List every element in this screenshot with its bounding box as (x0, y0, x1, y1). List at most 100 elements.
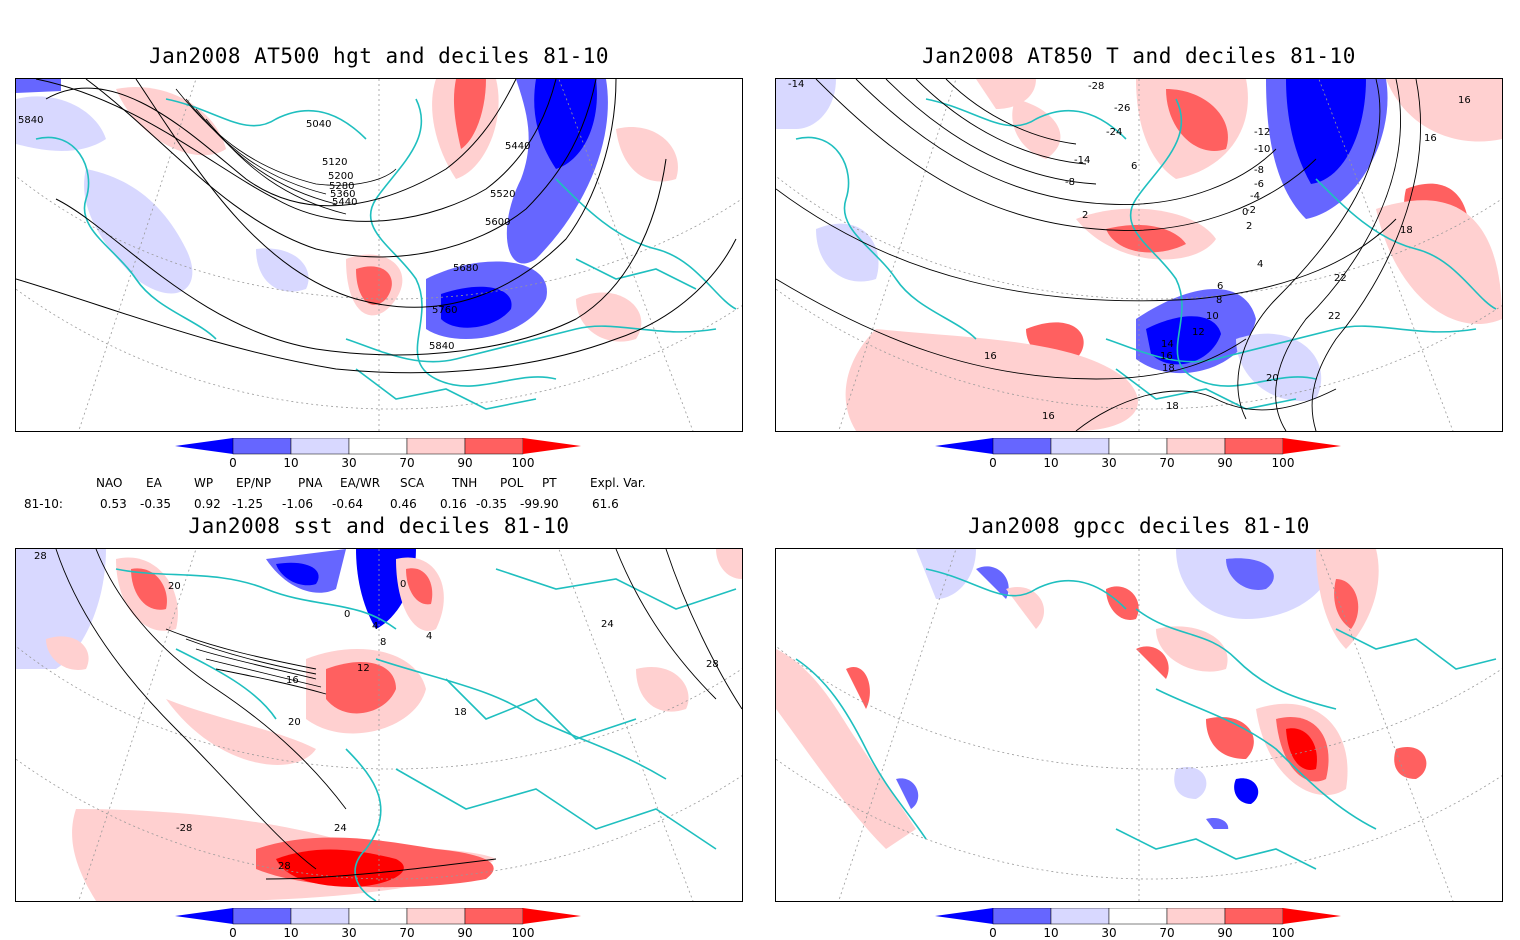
contour-label: 5840 (18, 115, 43, 126)
index-header: EA (146, 476, 162, 490)
index-header: POL (500, 476, 524, 490)
index-value: 0.16 (440, 497, 467, 511)
contour-label: -8 (1065, 177, 1075, 188)
contour-label: 22 (1334, 273, 1347, 284)
colorbar-tick: 100 (1271, 456, 1295, 470)
contour-label: 6 (1131, 161, 1137, 172)
colorbar-tick: 70 (399, 926, 415, 940)
index-header: NAO (96, 476, 123, 490)
index-header: WP (194, 476, 214, 490)
contour-label: 18 (454, 707, 467, 718)
contour-label: 12 (357, 663, 370, 674)
index-value: -0.35 (140, 497, 172, 511)
colorbar-panel-2: 0 10 30 70 90 100 (935, 437, 1355, 470)
colorbar-tick: 90 (457, 926, 473, 940)
colorbar-tick: 70 (1159, 926, 1175, 940)
colorbar-4-scale (935, 907, 1341, 925)
colorbar-tick: 10 (283, 926, 299, 940)
colorbar-tick: 0 (229, 456, 237, 470)
index-value: 61.6 (592, 497, 619, 511)
contour-label: 10 (1206, 311, 1219, 322)
contour-label: 16 (1160, 351, 1173, 362)
contour-label: 14 (1161, 339, 1174, 350)
colorbar-tick: 0 (989, 456, 997, 470)
contour-label: 28 (34, 551, 47, 562)
index-header: PT (542, 476, 557, 490)
contour-label: 18 (1162, 363, 1175, 374)
index-value: -0.35 (476, 497, 508, 511)
colorbar-tick: 100 (511, 456, 535, 470)
contour-label: -14 (788, 79, 804, 90)
index-header: EA/WR (340, 476, 381, 490)
map-at850-graphic: -14 -28 -26 -24 -14 -8 6 -12 -10 -8 -6 -… (776, 79, 1502, 431)
index-row-label: 81-10: (24, 497, 63, 511)
colorbar-panel-4: 0 10 30 70 90 100 (935, 907, 1355, 940)
contour-label: 5440 (332, 197, 357, 208)
index-header: PNA (298, 476, 323, 490)
map-gpcc (775, 548, 1503, 902)
contour-label: 5680 (453, 263, 478, 274)
contour-label: -24 (1106, 127, 1122, 138)
index-value: 0.46 (390, 497, 417, 511)
map-gpcc-graphic (776, 549, 1502, 901)
contour-label: 5600 (485, 217, 510, 228)
colorbar-panel-1: 0 10 30 70 90 100 (175, 437, 595, 470)
contour-label: 5440 (505, 141, 530, 152)
index-header: EP/NP (236, 476, 272, 490)
contour-label: 24 (334, 823, 347, 834)
contour-label: -28 (1088, 81, 1104, 92)
contour-label: 0 (344, 609, 350, 620)
index-value: -0.64 (332, 497, 364, 511)
contour-label: 5520 (490, 189, 515, 200)
colorbar-2-scale (935, 437, 1341, 455)
colorbar-tick: 70 (1159, 456, 1175, 470)
contour-label: -12 (1254, 127, 1270, 138)
contour-label: 5200 (328, 171, 353, 182)
colorbar-tick: 30 (1101, 456, 1117, 470)
panel-title-sst: Jan2008 sst and deciles 81-10 (188, 514, 570, 538)
colorbar-panel-3: 0 10 30 70 90 100 (175, 907, 595, 940)
colorbar-tick: 10 (1043, 456, 1059, 470)
contour-label: 20 (168, 581, 181, 592)
map-sst: 28 20 0 4 8 4 0 12 16 20 18 24 28 24 28 … (15, 548, 743, 902)
contour-label: 4 (1257, 259, 1263, 270)
index-value: -1.06 (282, 497, 314, 511)
contour-label: 22 (1328, 311, 1341, 322)
contour-label: -4 (1250, 191, 1260, 202)
contour-label: -8 (1254, 165, 1264, 176)
contour-label: 2 (1082, 210, 1088, 221)
contour-label: 5760 (432, 305, 457, 316)
index-value: -99.90 (520, 497, 559, 511)
colorbar-tick: 90 (457, 456, 473, 470)
contour-label: -14 (1074, 155, 1090, 166)
colorbar-tick: 100 (511, 926, 535, 940)
contour-label: 5120 (322, 157, 347, 168)
contour-label: -2 (1246, 205, 1256, 216)
contour-label: 20 (1266, 373, 1279, 384)
contour-label: 18 (1400, 225, 1413, 236)
contour-label: -6 (1254, 179, 1264, 190)
contour-label: 12 (1192, 327, 1205, 338)
contour-label: 8 (380, 637, 386, 648)
contour-label: 0 (1242, 207, 1248, 218)
contour-label: 2 (1246, 221, 1252, 232)
contour-label: -28 (176, 823, 192, 834)
panel-title-at500: Jan2008 AT500 hgt and deciles 81-10 (148, 44, 609, 68)
contour-label: 0 (400, 579, 406, 590)
contour-label: 28 (278, 861, 291, 872)
contour-label: 4 (426, 631, 432, 642)
contour-label: 20 (288, 717, 301, 728)
contour-label: 16 (286, 675, 299, 686)
colorbar-tick: 70 (399, 456, 415, 470)
contour-label: 4 (372, 621, 378, 632)
index-value: 0.92 (194, 497, 221, 511)
index-value: -1.25 (232, 497, 264, 511)
colorbar-tick: 10 (283, 456, 299, 470)
contour-label: 16 (984, 351, 997, 362)
index-header: Expl. Var. (590, 476, 646, 490)
contour-label: 5840 (429, 341, 454, 352)
contour-label: 16 (1458, 95, 1471, 106)
index-header: TNH (452, 476, 478, 490)
colorbar-tick: 0 (229, 926, 237, 940)
colorbar-tick: 30 (1101, 926, 1117, 940)
